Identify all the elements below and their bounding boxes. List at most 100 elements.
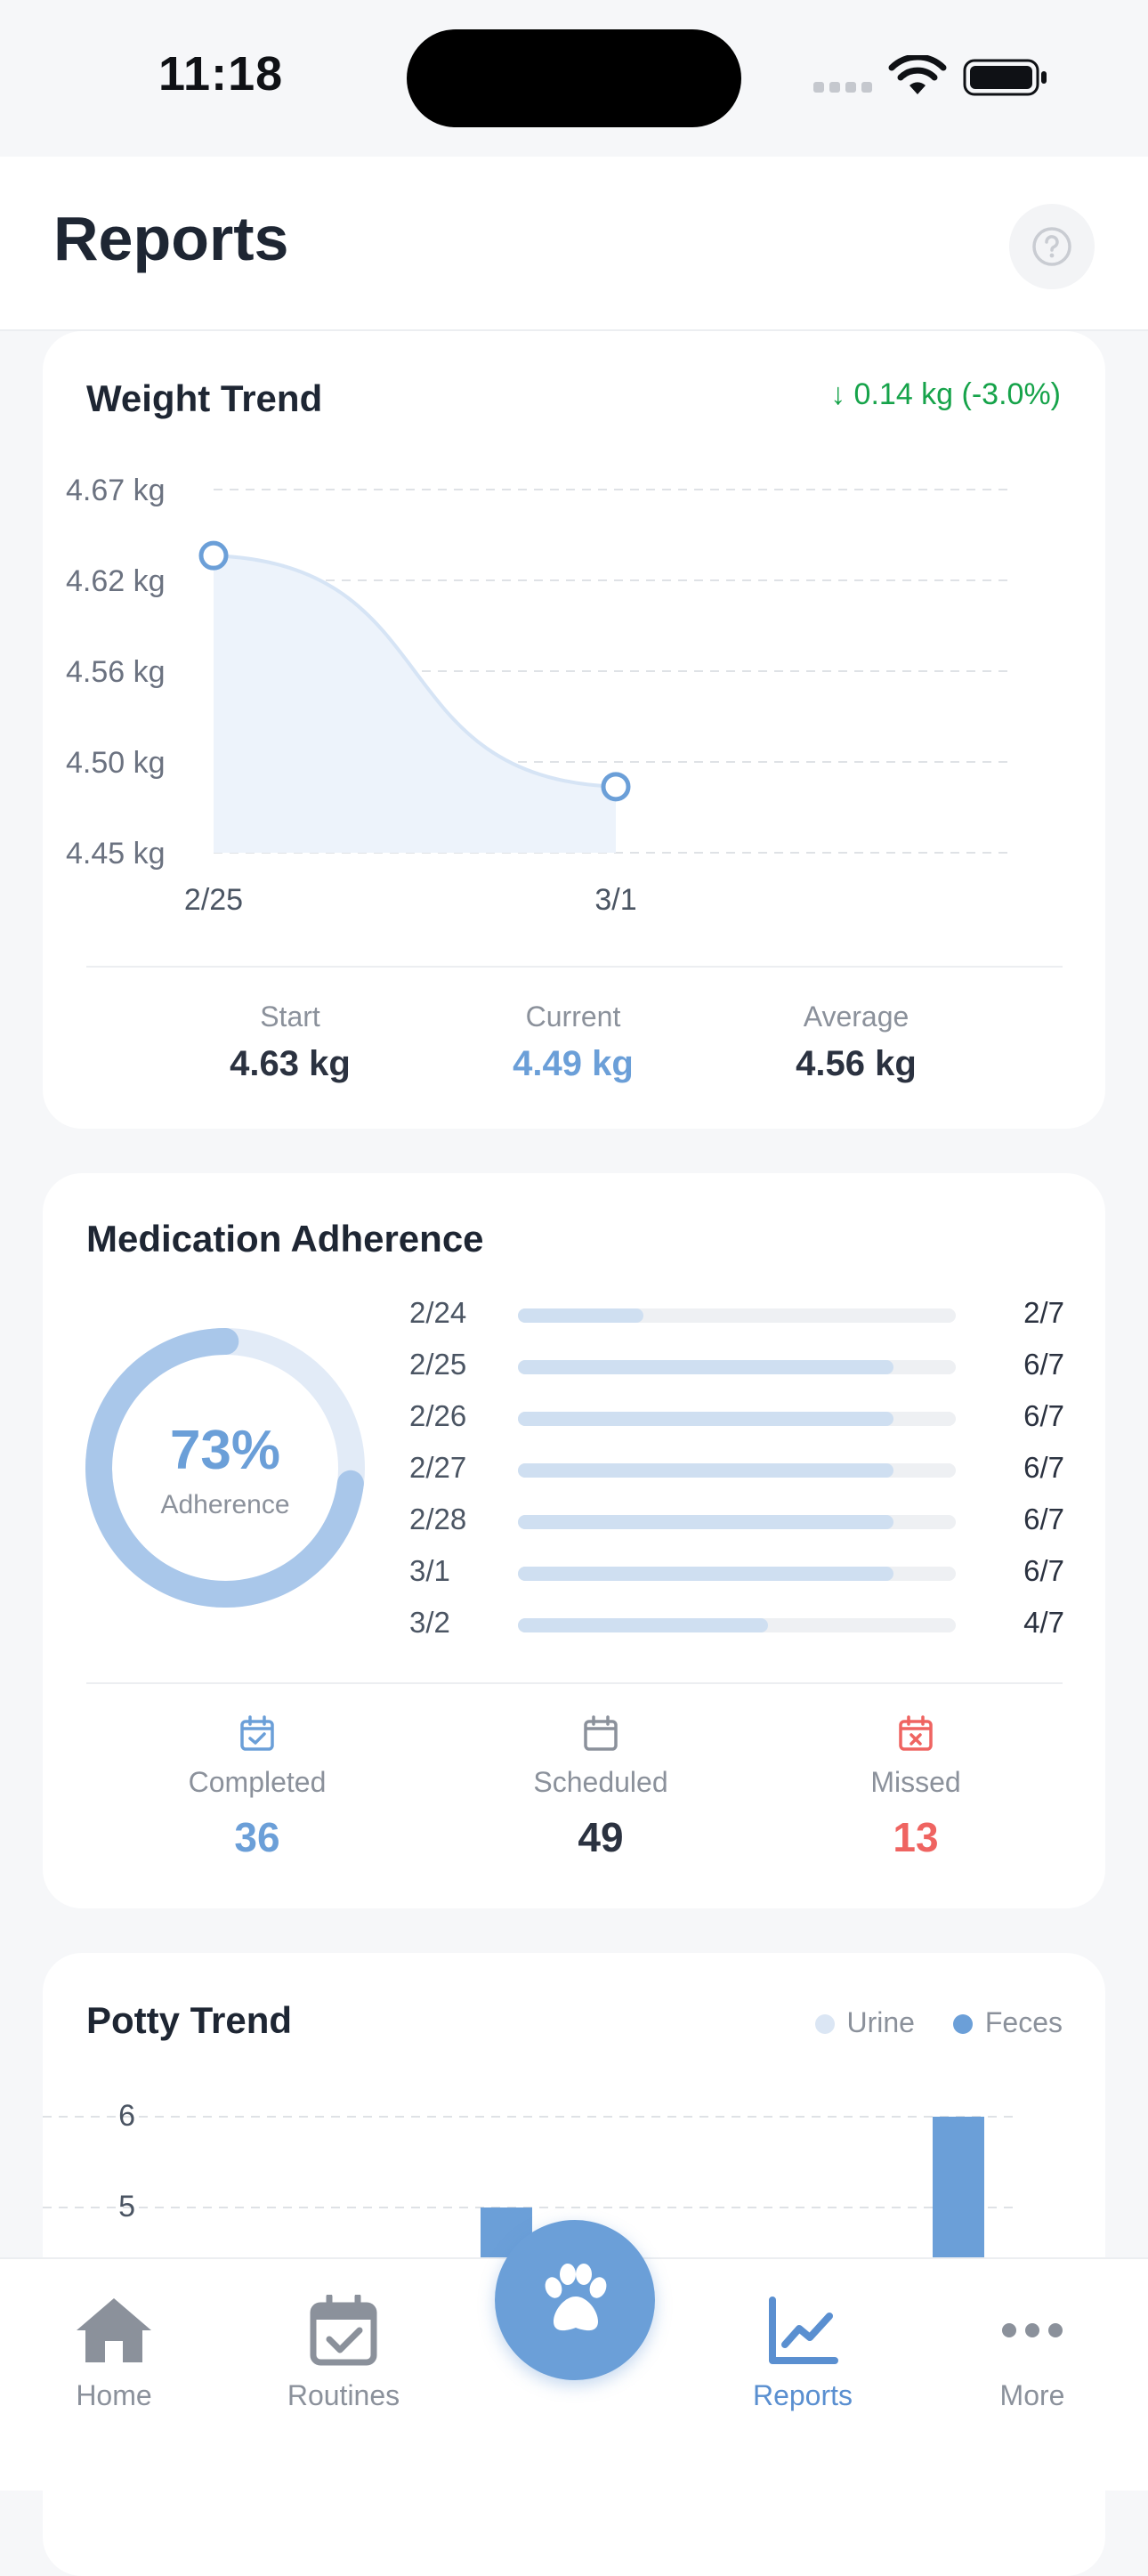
adherence-donut — [85, 1328, 365, 1608]
adherence-bar-track — [518, 1360, 956, 1374]
weight-point — [601, 772, 631, 802]
y-tick-label: 4.62 kg — [66, 564, 166, 598]
medication-adherence-card: Medication Adherence 73% Adherence 2/24 2… — [43, 1173, 1105, 1908]
calendar-check-icon — [310, 2293, 377, 2366]
scheduled-value: 49 — [578, 1814, 624, 1860]
completed-value: 36 — [234, 1814, 280, 1860]
tab-routines[interactable]: Routines — [255, 2293, 433, 2412]
adherence-row: 3/2 4/7 — [409, 1606, 1064, 1641]
adherence-row-date: 2/24 — [409, 1296, 467, 1329]
adherence-row: 3/1 6/7 — [409, 1554, 1064, 1590]
weight-delta: ↓ 0.14 kg (-3.0%) — [830, 377, 1061, 411]
weight-point — [198, 540, 229, 571]
adherence-bar-track — [518, 1618, 956, 1632]
adherence-row-date: 2/28 — [409, 1503, 467, 1535]
weight-area — [214, 555, 616, 853]
dynamic-island — [407, 29, 741, 127]
adherence-row: 2/24 2/7 — [409, 1296, 1064, 1332]
missed-value: 13 — [893, 1814, 939, 1860]
potty-trend-title: Potty Trend — [86, 1999, 293, 2041]
adherence-bar-fill — [518, 1463, 893, 1478]
adherence-bar-fill — [518, 1567, 893, 1581]
y-tick-label: 4.56 kg — [66, 655, 166, 689]
tab-reports[interactable]: Reports — [714, 2295, 892, 2412]
potty-legend: Urine Feces — [785, 2006, 1063, 2039]
legend-feces-label: Feces — [984, 2006, 1063, 2038]
wifi-icon — [888, 55, 947, 94]
divider — [86, 966, 1063, 968]
adherence-row-date: 2/25 — [409, 1348, 467, 1381]
completed-stat: Completed 36 — [124, 1714, 391, 1861]
stat-average-label: Average — [803, 1000, 910, 1033]
paw-fab-button[interactable] — [495, 2220, 655, 2380]
signal-icon — [813, 82, 876, 94]
adherence-bar-fill — [518, 1618, 769, 1632]
adherence-bar-fill — [518, 1515, 893, 1529]
adherence-row-date: 2/27 — [409, 1451, 467, 1484]
help-button[interactable] — [1009, 204, 1095, 289]
tab-home-label: Home — [76, 2379, 152, 2411]
page-header: Reports — [0, 157, 1148, 331]
adherence-bar-track — [518, 1515, 956, 1529]
adherence-bar-track — [518, 1567, 956, 1581]
x-tick-label: 3/1 — [594, 883, 636, 917]
adherence-bar-track — [518, 1308, 956, 1323]
stat-current: Current 4.49 kg — [440, 1000, 707, 1084]
calendar-check-icon — [240, 1715, 274, 1751]
adherence-bar-fill — [518, 1308, 643, 1323]
tab-routines-label: Routines — [287, 2379, 400, 2411]
y-tick-label: 4.67 kg — [66, 474, 166, 507]
weight-trend-title: Weight Trend — [86, 377, 323, 419]
home-icon — [77, 2298, 151, 2362]
y-tick-label: 4.45 kg — [66, 837, 166, 871]
scheduled-label: Scheduled — [533, 1766, 668, 1798]
tab-more[interactable]: More — [943, 2295, 1121, 2412]
adherence-percent: 73% — [169, 1420, 281, 1481]
adherence-row: 2/26 6/7 — [409, 1399, 1064, 1435]
calendar-icon — [584, 1715, 618, 1751]
adherence-row-count: 6/7 — [1023, 1554, 1064, 1587]
stat-average-value: 4.56 kg — [796, 1044, 917, 1083]
calendar-x-icon — [899, 1715, 933, 1751]
x-tick-label: 2/25 — [184, 883, 243, 917]
question-icon — [1032, 227, 1071, 266]
weight-chart: 4.67 kg 4.62 kg 4.56 kg 4.50 kg 4.45 kg 2/25 3… — [66, 474, 1015, 917]
adherence-bar-fill — [518, 1360, 893, 1374]
adherence-row: 2/27 6/7 — [409, 1451, 1064, 1486]
legend-feces: Feces — [952, 2006, 1063, 2039]
adherence-label: Adherence — [160, 1490, 290, 1519]
adherence-bar-track — [518, 1463, 956, 1478]
adherence-row: 2/25 6/7 — [409, 1348, 1064, 1383]
stat-start-label: Start — [260, 1000, 320, 1033]
tab-reports-label: Reports — [752, 2379, 853, 2411]
status-bar: 11:18 — [0, 0, 1148, 157]
weight-trend-card: Weight Trend ↓ 0.14 kg (-3.0%) 4.67 kg 4.… — [43, 331, 1105, 1129]
adherence-arc — [85, 1328, 365, 1608]
y-tick-label: 4.50 kg — [66, 746, 166, 780]
legend-urine-label: Urine — [846, 2006, 915, 2038]
battery-icon — [963, 59, 1047, 96]
divider — [86, 1682, 1063, 1684]
completed-label: Completed — [188, 1766, 327, 1798]
chart-line-icon — [769, 2297, 838, 2364]
adherence-row: 2/28 6/7 — [409, 1503, 1064, 1538]
adherence-bar-track — [518, 1412, 956, 1426]
medication-title: Medication Adherence — [86, 1218, 484, 1260]
adherence-row-count: 6/7 — [1023, 1399, 1064, 1432]
adherence-row-count: 6/7 — [1023, 1503, 1064, 1535]
stat-current-value: 4.49 kg — [513, 1044, 634, 1083]
missed-stat: Missed 13 — [782, 1714, 1049, 1861]
legend-urine: Urine — [814, 2006, 915, 2039]
adherence-row-date: 2/26 — [409, 1399, 467, 1432]
status-time: 11:18 — [158, 47, 284, 101]
stat-start-value: 4.63 kg — [230, 1044, 351, 1083]
adherence-row-count: 6/7 — [1023, 1348, 1064, 1381]
y-tick-label: 6 — [118, 2099, 135, 2133]
adherence-row-date: 3/2 — [409, 1606, 450, 1639]
adherence-row-date: 3/1 — [409, 1554, 450, 1587]
adherence-bar-fill — [518, 1412, 893, 1426]
tab-home[interactable]: Home — [25, 2295, 203, 2412]
stat-start: Start 4.63 kg — [157, 1000, 424, 1084]
tab-more-label: More — [999, 2379, 1065, 2411]
adherence-row-count: 4/7 — [1023, 1606, 1064, 1639]
